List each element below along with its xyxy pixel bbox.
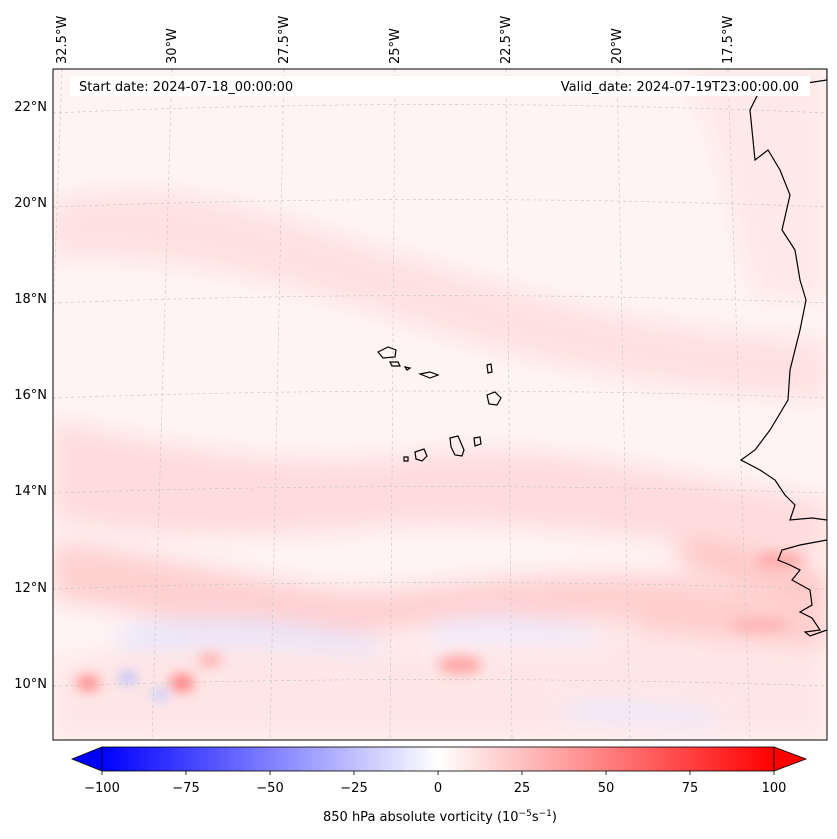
colorbar-tick-label: −75 — [172, 781, 199, 796]
colorbar-extend-max — [773, 746, 808, 772]
gridline-lat-18n — [53, 295, 827, 304]
vorticity-min-1 — [118, 672, 138, 684]
colorbar-tick-label: 75 — [682, 781, 699, 796]
vorticity-band-central — [53, 420, 827, 560]
gridline-lat-10n — [53, 679, 827, 687]
lon-label-30w: 30°W — [165, 28, 180, 64]
map-frame — [52, 68, 828, 741]
colorbar-extend-min — [70, 746, 103, 772]
latitude-labels: 22°N 20°N 18°N 16°N 14°N 12°N 10°N — [14, 100, 47, 692]
gridline-lat-12n — [53, 582, 827, 590]
colorbar-tick-label: −100 — [84, 781, 120, 796]
coastlines — [377, 69, 827, 637]
vorticity-field — [53, 69, 827, 740]
lon-label-25w: 25°W — [388, 28, 403, 64]
colorbar-tick-label: 100 — [762, 781, 787, 796]
colorbar: −100 −75 −50 −25 0 25 50 75 100 850 hPa … — [70, 746, 808, 825]
start-date-text: Start date: 2024-07-18_00:00:00 — [79, 80, 293, 95]
vorticity-coastal-band-12n — [680, 540, 827, 600]
island-fogo — [414, 448, 428, 462]
island-sao-vicente — [389, 361, 401, 367]
lon-label-27-5w: 27.5°W — [277, 16, 292, 64]
lat-label-10n: 10°N — [14, 677, 47, 692]
vorticity-max-2 — [170, 674, 194, 692]
colorbar-label: 850 hPa absolute vorticity (10−5s−1) — [323, 809, 557, 825]
colorbar-tick-label: −25 — [340, 781, 367, 796]
lat-label-14n: 14°N — [14, 484, 47, 499]
vorticity-max-6 — [730, 618, 790, 632]
gridline-lon-17-5w — [727, 69, 751, 740]
island-sal — [486, 363, 493, 374]
vorticity-negative-patch-se — [560, 703, 720, 725]
island-santa-luzia — [403, 366, 412, 371]
lat-label-22n: 22°N — [14, 100, 47, 115]
vorticity-band-northwest — [53, 191, 827, 400]
gridline-lat-16n — [53, 390, 827, 399]
island-brava — [403, 456, 409, 462]
longitude-labels: 32.5°W 30°W 27.5°W 25°W 22.5°W 20°W 17.5… — [55, 16, 736, 64]
lat-label-16n: 16°N — [14, 388, 47, 403]
vorticity-max-4 — [198, 653, 222, 667]
vorticity-band-south — [53, 540, 827, 640]
gridline-lat-22n — [53, 104, 827, 114]
island-boa-vista — [486, 391, 502, 406]
island-santiago — [449, 435, 465, 457]
info-banner — [70, 76, 810, 96]
vorticity-negative-band — [120, 620, 380, 655]
colorbar-tick-label: 0 — [434, 781, 442, 796]
gridline-lat-14n — [53, 486, 827, 494]
coastline-west-africa — [739, 69, 827, 521]
coastline-senegal-gambia — [777, 539, 827, 637]
valid-date-text: Valid_date: 2024-07-19T23:00:00.00 — [561, 80, 799, 95]
gridline-lat-20n — [53, 199, 827, 208]
island-santo-antao — [377, 346, 397, 359]
colorbar-bar — [101, 746, 775, 772]
colorbar-tick-label: 50 — [598, 781, 615, 796]
lat-label-12n: 12°N — [14, 581, 47, 596]
gridline-lon-22-5w — [505, 69, 513, 740]
lon-label-32-5w: 32.5°W — [55, 16, 70, 64]
lat-label-20n: 20°N — [14, 196, 47, 211]
vorticity-max-1 — [76, 675, 100, 691]
gridline-lon-27-5w — [269, 69, 285, 740]
gridlines — [53, 69, 827, 740]
colorbar-tick-label: 25 — [514, 781, 531, 796]
gridline-lon-25w — [389, 69, 396, 740]
vorticity-negative-patch-east — [430, 617, 600, 645]
island-maio — [473, 436, 482, 447]
vorticity-max-5 — [755, 552, 805, 568]
island-sao-nicolau — [417, 371, 440, 379]
lon-label-17-5w: 17.5°W — [721, 16, 736, 64]
map-panel: Start date: 2024-07-18_00:00:00 Valid_da… — [53, 69, 827, 740]
vorticity-min-2 — [150, 689, 170, 701]
vorticity-coastal-west — [690, 69, 827, 300]
vorticity-max-3 — [438, 656, 482, 674]
colorbar-tick-marks — [101, 771, 775, 775]
lat-label-18n: 18°N — [14, 292, 47, 307]
lon-label-20w: 20°W — [610, 28, 625, 64]
colorbar-tick-label: −50 — [256, 781, 283, 796]
lon-label-22-5w: 22.5°W — [499, 16, 514, 64]
gridline-lon-20w — [616, 69, 631, 740]
gridline-lon-30w — [151, 69, 173, 740]
